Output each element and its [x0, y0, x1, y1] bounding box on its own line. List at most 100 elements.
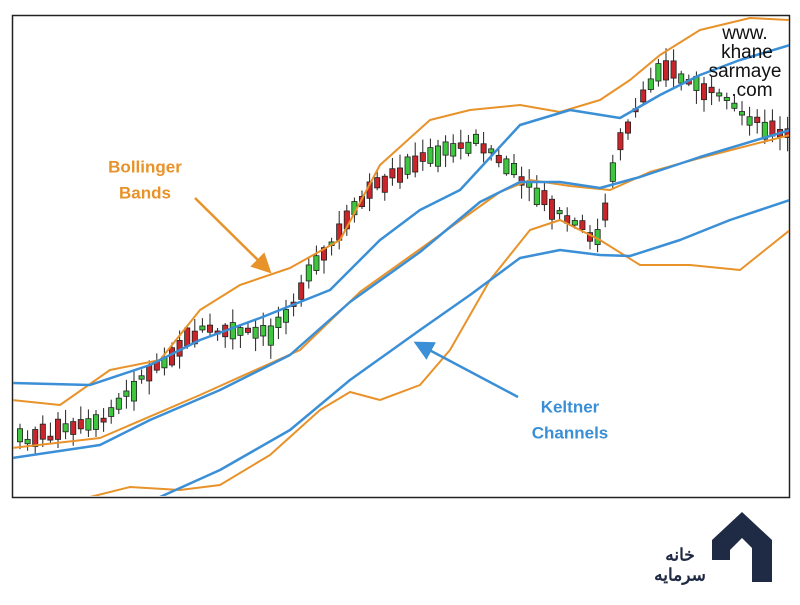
- candle-body: [381, 175, 388, 193]
- candle-body: [138, 375, 145, 380]
- candle-body: [617, 132, 624, 151]
- watermark: sarmaye: [709, 61, 782, 82]
- candle-body: [24, 438, 31, 445]
- candle-body: [146, 365, 153, 382]
- candle-body: [670, 60, 677, 79]
- candle-body: [320, 247, 327, 261]
- candle-body: [168, 347, 175, 366]
- candle-body: [427, 147, 434, 164]
- logo-text: خانه: [665, 545, 695, 564]
- candle-body: [663, 60, 670, 81]
- keltner-lower: [159, 199, 789, 496]
- candle-body: [275, 316, 282, 329]
- candle-body: [716, 92, 723, 97]
- keltner-middle: [13, 128, 789, 460]
- candle-body: [47, 435, 54, 441]
- candle-body: [123, 390, 130, 397]
- candle-body: [510, 163, 517, 176]
- candle-body: [404, 156, 411, 175]
- candle-body: [199, 325, 206, 331]
- bollinger-lower: [89, 219, 789, 496]
- candle-body: [412, 155, 419, 173]
- annotation: Bollinger: [108, 157, 182, 176]
- candle-body: [571, 220, 578, 226]
- candle-body: [480, 143, 487, 154]
- candle-body: [495, 154, 502, 164]
- candle-body: [784, 128, 789, 138]
- candle-body: [625, 121, 632, 134]
- candle-body: [374, 177, 381, 189]
- annotation: Channels: [532, 423, 609, 442]
- annotation: Bands: [119, 183, 171, 202]
- candle-body: [237, 327, 244, 336]
- candle-body: [549, 198, 556, 220]
- candle-body: [298, 282, 305, 300]
- watermark: www.: [721, 23, 767, 44]
- candle-body: [602, 202, 609, 221]
- candle-body: [465, 141, 472, 154]
- candle-body: [115, 397, 122, 410]
- candle-body: [533, 187, 540, 206]
- candle-body: [723, 96, 730, 102]
- logo-text: سرمایه: [654, 565, 706, 585]
- candle-body: [389, 168, 396, 179]
- candle-body: [252, 326, 259, 339]
- watermark: .com: [731, 80, 772, 101]
- candle-body: [640, 89, 647, 103]
- arrow: [194, 197, 272, 274]
- candle-body: [647, 78, 654, 91]
- candle-body: [39, 423, 46, 440]
- candle-body: [442, 141, 449, 156]
- candle-body: [229, 322, 236, 340]
- candle-body: [77, 419, 84, 430]
- candle-body: [260, 325, 267, 337]
- candle-body: [450, 143, 457, 157]
- candle-body: [62, 423, 69, 433]
- candle-body: [267, 325, 274, 346]
- watermark: khane: [721, 42, 773, 63]
- candle-body: [739, 111, 746, 116]
- candle-body: [761, 121, 768, 140]
- candle-body: [32, 429, 39, 447]
- candle-body: [396, 167, 403, 183]
- candle-body: [754, 116, 761, 123]
- candle-body: [503, 158, 510, 175]
- candle-body: [457, 142, 464, 149]
- annotation: Keltner: [541, 397, 600, 416]
- candle-body: [731, 102, 738, 109]
- candle-body: [244, 327, 251, 333]
- candle-body: [609, 162, 616, 182]
- candle-body: [313, 255, 320, 271]
- candle-body: [305, 264, 312, 282]
- candle-body: [472, 133, 479, 144]
- candle-body: [206, 324, 213, 333]
- candle-body: [93, 414, 100, 430]
- candle-body: [746, 116, 753, 126]
- candles: [16, 48, 789, 455]
- candle-body: [419, 152, 426, 162]
- candle-body: [16, 428, 23, 443]
- candle-body: [541, 190, 548, 206]
- candle-body: [701, 83, 708, 101]
- plot-area: [13, 17, 789, 496]
- candle-body: [488, 148, 495, 154]
- arrow: [413, 341, 519, 399]
- candle-body: [579, 220, 586, 230]
- candle-body: [184, 327, 191, 347]
- candle-body: [678, 73, 685, 84]
- candle-body: [85, 418, 92, 431]
- candle-body: [55, 418, 62, 440]
- candle-body: [708, 86, 715, 94]
- candle-body: [108, 407, 115, 417]
- keltner-upper: [13, 43, 789, 387]
- candle-body: [556, 210, 563, 215]
- candle-body: [655, 63, 662, 82]
- logo: خانه سرمایه: [654, 512, 772, 585]
- candle-body: [282, 309, 289, 323]
- candle-body: [130, 380, 137, 402]
- candle-body: [70, 421, 77, 435]
- candle-body: [434, 145, 441, 167]
- candle-body: [100, 417, 107, 423]
